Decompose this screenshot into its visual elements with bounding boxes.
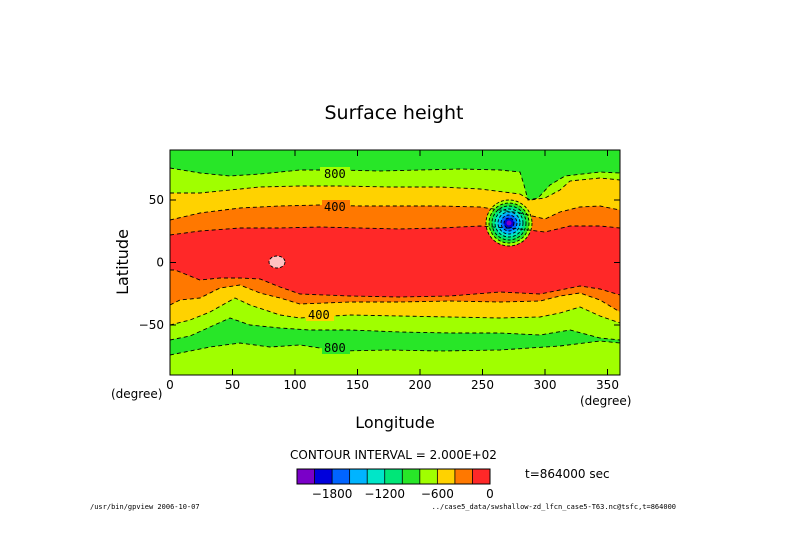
high-spot [268,255,286,269]
y-axis-label: Latitude [113,229,132,295]
x-tick-label: 50 [225,378,240,392]
contour-labels: 800 400 400 800 [306,167,350,355]
x-tick-label: 350 [596,378,619,392]
colorbar-swatch [367,469,386,484]
y-tick-label: −50 [139,318,164,332]
colorbar-swatch [437,469,456,484]
x-tick-label: 150 [346,378,369,392]
x-unit-label: (degree) [580,394,631,408]
colorbar-swatch [349,469,368,484]
x-tick-label: 0 [166,378,174,392]
colorbar-swatch [332,469,350,484]
contour-label: 400 [308,308,330,322]
colorbar-tick-label: −1800 [312,487,353,501]
footer-left: /usr/bin/gpview 2006-10-07 [90,503,200,511]
contour-label: 800 [324,167,346,181]
contour-plot: 800 400 400 800 [169,149,621,376]
colorbar-swatch [454,469,473,484]
contour-interval-text: CONTOUR INTERVAL = 2.000E+02 [290,448,497,462]
contour-lines [170,167,620,356]
colorbar-tick-label: −1200 [364,487,405,501]
x-tick-label: 100 [284,378,307,392]
colorbar-swatch [297,469,315,484]
y-axis: 50 0 −50 [139,193,620,332]
x-axis-label: Longitude [355,413,435,432]
colorbar-tick-label: 0 [486,487,494,501]
colorbar-swatch [472,469,491,484]
colorbar-frame [296,468,491,485]
contour-label: 400 [324,200,346,214]
y-unit-label: (degree) [111,387,162,401]
colorbar-swatch [402,469,421,484]
vortex-low [485,199,533,247]
y-tick-label: 0 [156,256,164,270]
colorbar: −1800 −1200 −600 0 [296,468,494,501]
chart-title: Surface height [325,102,464,124]
x-axis: 0 50 100 150 200 250 300 350 [166,150,619,392]
colorbar-swatch [314,469,333,484]
x-tick-label: 300 [534,378,557,392]
x-tick-label: 200 [409,378,432,392]
x-tick-label: 250 [471,378,494,392]
colorbar-swatch [384,469,403,484]
colorbar-swatch [419,469,438,484]
footer-right: ../case5_data/swshallow-zd_lfcn_case5-T6… [432,503,676,511]
y-tick-label: 50 [149,193,164,207]
colorbar-tick-label: −600 [421,487,454,501]
time-label: t=864000 sec [525,467,610,481]
contour-label: 800 [324,341,346,355]
